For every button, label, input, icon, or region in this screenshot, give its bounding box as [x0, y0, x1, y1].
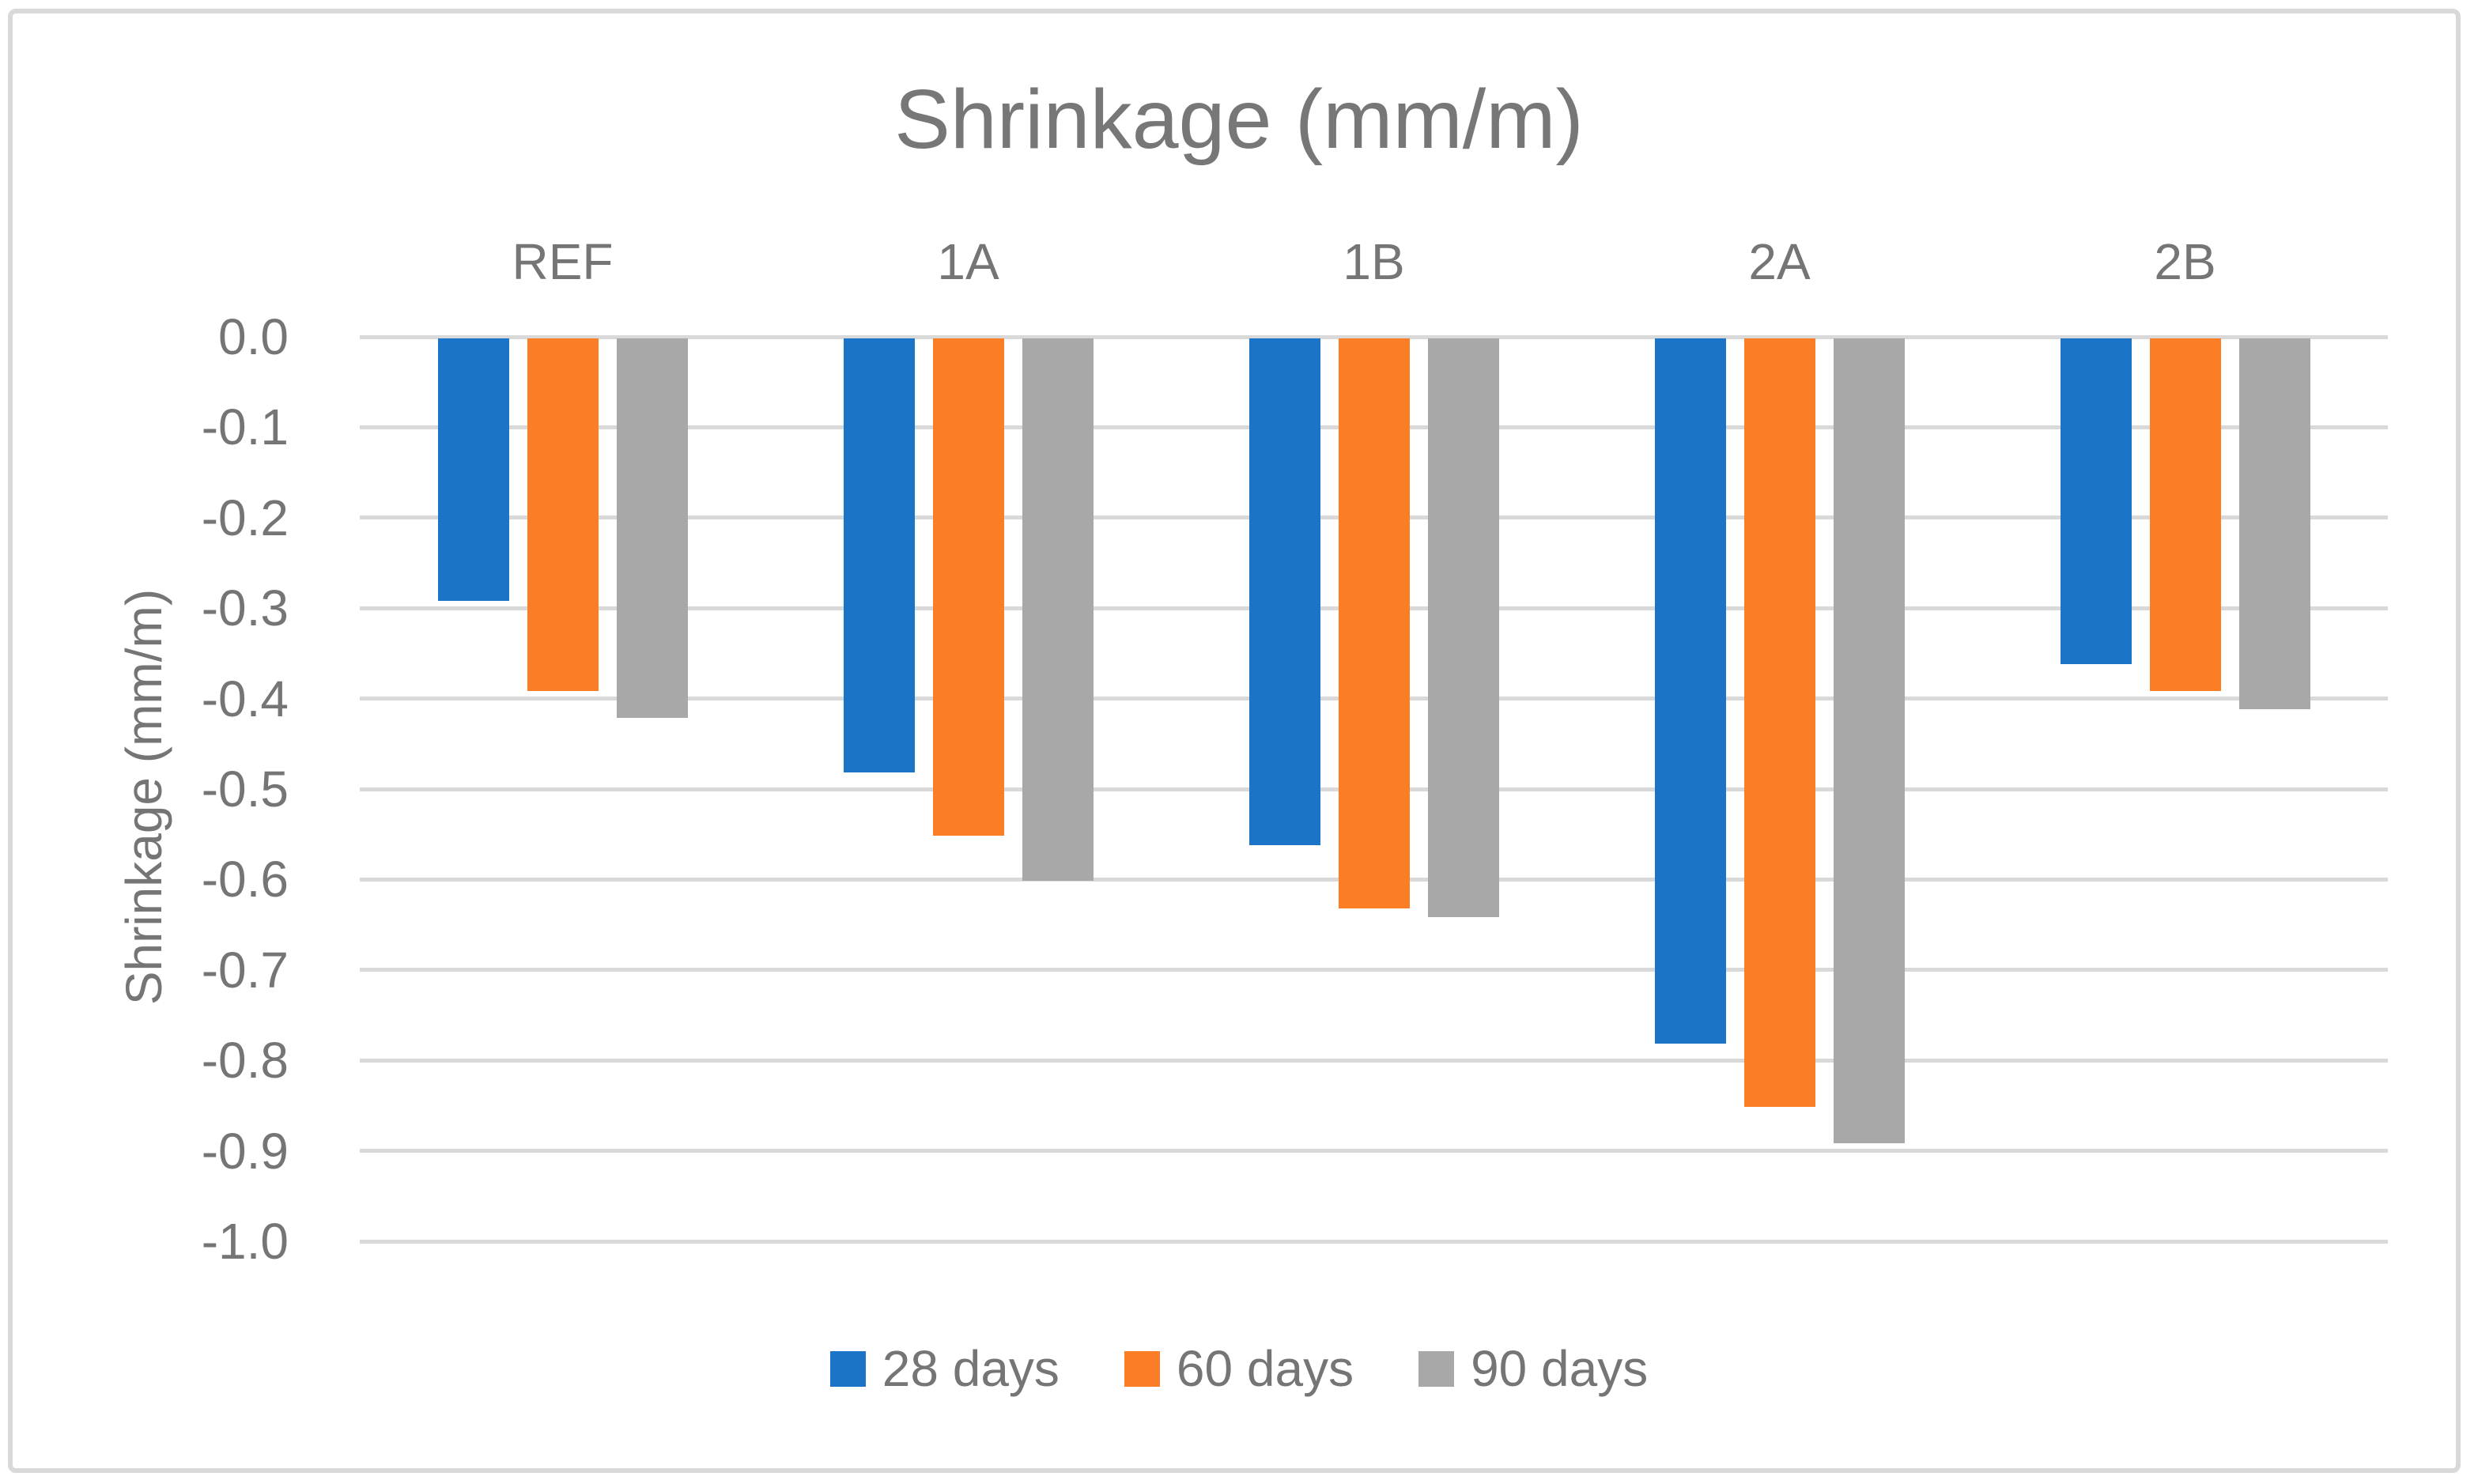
legend-label: 90 days [1471, 1340, 1649, 1397]
category-label: 2A [1748, 233, 1811, 290]
category-label: 2B [2154, 233, 2216, 290]
category-label: 1B [1343, 233, 1405, 290]
legend-swatch [1124, 1350, 1160, 1387]
chart-title: Shrinkage (mm/m) [894, 73, 1584, 166]
y-axis-title-text: Shrinkage (mm/m) [115, 588, 172, 1006]
bar-1a-28-days [843, 338, 915, 772]
legend-item-28-days: 28 days [829, 1340, 1060, 1397]
y-tick-label: -0.8 [201, 1032, 289, 1089]
y-tick-label: 0.0 [218, 308, 289, 365]
category-label: REF [512, 233, 614, 290]
y-tick-label: -1.0 [201, 1213, 289, 1270]
bar-group-2a [1577, 337, 1982, 1241]
bar-2a-28-days [1654, 338, 1726, 1044]
bar-group-1a [765, 337, 1171, 1241]
legend-item-90-days: 90 days [1418, 1342, 1648, 1395]
bar-1b-60-days [1338, 338, 1410, 908]
bar-1a-90-days [1022, 338, 1094, 881]
bar-ref-60-days [527, 338, 599, 691]
gridline [360, 334, 2388, 339]
bar-ref-90-days [616, 338, 688, 718]
legend-label: 28 days [882, 1340, 1060, 1397]
bar-1b-28-days [1248, 338, 1320, 845]
legend-swatch [1418, 1350, 1455, 1387]
bar-2b-28-days [2060, 338, 2132, 664]
gridline [360, 968, 2388, 972]
gridline [360, 1239, 2388, 1244]
bar-group-2b [1982, 337, 2388, 1241]
plot-area [360, 334, 2388, 1244]
bar-group-1b [1171, 337, 1577, 1241]
y-tick-label: -0.9 [201, 1122, 289, 1180]
legend-item-60-days: 60 days [1124, 1342, 1354, 1395]
category-axis-labels: REF 1A 1B 2A 2B [360, 233, 2388, 290]
bar-2b-90-days [2238, 338, 2310, 709]
gridline [360, 1149, 2388, 1154]
bar-groups [360, 337, 2388, 1241]
y-tick-label: -0.1 [201, 398, 289, 456]
bar-1a-60-days [932, 338, 1004, 836]
bar-2a-60-days [1743, 338, 1815, 1107]
bar-1b-90-days [1427, 338, 1499, 917]
y-tick-label: -0.2 [201, 489, 289, 546]
legend: 28 days 60 days 90 days [0, 1342, 2478, 1395]
bar-group-ref [360, 337, 765, 1241]
category-label: 1A [937, 233, 999, 290]
legend-swatch [829, 1350, 866, 1387]
bar-ref-28-days [437, 338, 509, 601]
bar-2b-60-days [2149, 338, 2221, 691]
gridline [360, 1058, 2388, 1063]
bar-2a-90-days [1833, 338, 1905, 1143]
legend-label: 60 days [1176, 1340, 1354, 1397]
